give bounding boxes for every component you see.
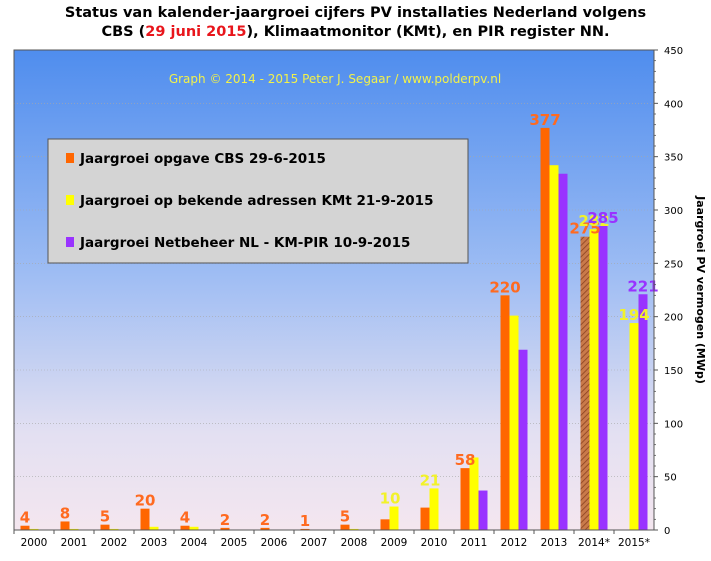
y-tick-label: 150 (664, 366, 683, 377)
bar (629, 323, 639, 530)
bar (478, 490, 488, 530)
y-tick-label: 200 (664, 313, 683, 324)
x-tick-label: 2009 (381, 537, 408, 549)
bar-value-label: 377 (529, 111, 560, 129)
bar (340, 524, 350, 530)
bar (100, 524, 110, 530)
y-tick-label: 100 (664, 419, 683, 430)
x-tick-label: 2015* (618, 537, 650, 549)
bar (180, 525, 190, 530)
x-tick-label: 2007 (301, 537, 328, 549)
y-tick-label: 50 (664, 473, 677, 484)
credit-text: Graph © 2014 - 2015 Peter J. Segaar / ww… (169, 72, 501, 86)
bar-value-label: 4 (180, 509, 190, 527)
bars (20, 127, 648, 530)
bar (500, 295, 510, 530)
y-tick-label: 250 (664, 259, 683, 270)
bar-value-label: 221 (627, 277, 658, 295)
bar-value-label: 2 (260, 511, 270, 529)
x-tick-label: 2002 (101, 537, 128, 549)
bar (638, 294, 648, 530)
chart-title: Status van kalender-jaargroei cijfers PV… (0, 4, 711, 42)
bar (429, 488, 439, 530)
title-date: 29 juni 2015 (145, 24, 247, 40)
x-tick-label: 2010 (421, 537, 448, 549)
bar-value-label: 2 (220, 511, 230, 529)
bar (109, 528, 119, 530)
bar (149, 526, 159, 530)
bar (60, 521, 70, 530)
bar (69, 528, 79, 530)
x-tick-label: 2008 (341, 537, 368, 549)
title-line-2: CBS (29 juni 2015), Klimaatmonitor (KMt)… (0, 23, 711, 42)
bar (389, 506, 399, 530)
legend-swatch (66, 153, 74, 163)
y-tick-label: 300 (664, 206, 683, 217)
y-tick-label: 450 (664, 46, 683, 57)
bar (598, 226, 608, 530)
bar (549, 165, 559, 530)
bar-value-label: 10 (380, 490, 401, 508)
y-tick-label: 0 (664, 526, 670, 537)
bar-value-label: 21 (420, 471, 441, 489)
y-axis-label: Jaargroei PV vermogen (MWp) (694, 195, 707, 384)
bar (349, 528, 359, 530)
bar (140, 508, 150, 530)
bar (300, 528, 310, 530)
legend-label: Jaargroei op bekende adressen KMt 21-9-2… (79, 193, 433, 209)
x-tick-label: 2003 (141, 537, 168, 549)
bar-value-label: 194 (618, 306, 649, 324)
legend-label: Jaargroei Netbeheer NL - KM-PIR 10-9-201… (79, 235, 410, 251)
bar (589, 229, 599, 530)
title-line-2-prefix: CBS ( (101, 24, 146, 40)
bar-value-label: 282 (578, 212, 609, 230)
x-tick-label: 2005 (221, 537, 248, 549)
legend-box (47, 138, 469, 264)
bar (189, 526, 199, 530)
y-axis: 0 50 100 150 200 250 300 350 400 450 (654, 46, 683, 537)
bar (540, 127, 550, 530)
bar (469, 457, 479, 530)
title-line-2-suffix: ), Klimaatmonitor (KMt), en PIR register… (246, 24, 610, 40)
x-tick-label: 2004 (181, 537, 208, 549)
y-tick-label: 400 (664, 99, 683, 110)
x-tick-label: 2013 (541, 537, 568, 549)
title-line-1: Status van kalender-jaargroei cijfers PV… (64, 5, 647, 21)
bar (509, 315, 519, 530)
bar-value-label: 1 (300, 512, 310, 530)
bar-value-label: 275 (569, 220, 600, 238)
bar (29, 528, 39, 530)
bar (460, 468, 470, 530)
bar-value-label: 5 (340, 508, 350, 526)
bar-value-label: 220 (489, 278, 520, 296)
bar (20, 525, 30, 530)
bar (260, 527, 270, 530)
bar-value-label: 285 (587, 209, 618, 227)
bar-value-label: 5 (100, 508, 110, 526)
x-tick-label: 2001 (61, 537, 88, 549)
y-tick-label: 350 (664, 153, 683, 164)
bar-value-label: 4 (20, 509, 30, 527)
x-axis: 2000 2001 2002 2003 2004 2005 2006 2007 2008 2009… (13, 530, 650, 549)
bar-value-label: 58 (455, 451, 476, 469)
bar (220, 527, 230, 530)
bar (380, 519, 390, 530)
bar-value-label: 8 (60, 504, 70, 522)
legend-swatch (66, 195, 74, 205)
x-tick-label: 2014* (578, 537, 610, 549)
bar (558, 173, 568, 530)
x-tick-label: 2006 (261, 537, 288, 549)
bar (420, 507, 430, 530)
bar (518, 349, 528, 530)
x-tick-label: 2011 (461, 537, 488, 549)
bar-value-label: 20 (135, 492, 156, 510)
legend-label: Jaargroei opgave CBS 29-6-2015 (79, 151, 326, 167)
legend: Jaargroei opgave CBS 29-6-2015 Jaargroei … (47, 138, 469, 264)
x-tick-label: 2012 (501, 537, 528, 549)
legend-swatch (66, 237, 74, 247)
x-tick-label: 2000 (21, 537, 48, 549)
bar (580, 236, 590, 530)
